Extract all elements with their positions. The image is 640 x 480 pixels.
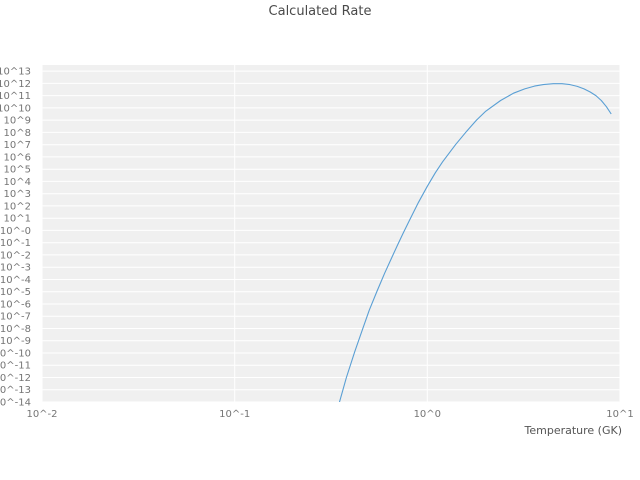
y-tick-label: 10^11 <box>0 91 31 102</box>
y-tick-label: 10^-11 <box>0 361 31 372</box>
x-axis-label: Temperature (GK) <box>524 424 623 437</box>
y-tick-label: 10^2 <box>4 201 31 212</box>
x-tick-label: 10^-2 <box>26 409 57 420</box>
y-tick-label: 10^-6 <box>0 300 31 311</box>
y-tick-label: 10^5 <box>4 165 31 176</box>
y-tick-label: 10^-3 <box>0 263 31 274</box>
y-tick-label: 10^6 <box>4 152 31 163</box>
chart-title: Calculated Rate <box>268 4 372 19</box>
y-tick-label: 10^9 <box>4 116 31 127</box>
y-tick-label: 10^-9 <box>0 336 31 347</box>
y-tick-label: 10^-12 <box>0 373 31 384</box>
y-tick-label: 10^-4 <box>0 275 31 286</box>
x-tick-label: 10^-1 <box>219 409 250 420</box>
y-tick-label: 10^-7 <box>0 312 31 323</box>
rate-curve <box>338 83 612 402</box>
x-tick-label: 10^1 <box>606 409 633 420</box>
y-tick-label: 10^-0 <box>0 226 31 237</box>
y-tick-label: 10^13 <box>0 67 31 78</box>
y-tick-label: 10^-14 <box>0 398 31 409</box>
y-tick-label: 10^8 <box>4 128 31 139</box>
y-tick-label: 10^-8 <box>0 324 31 335</box>
plot-area <box>42 65 620 402</box>
y-tick-label: 10^-13 <box>0 385 31 396</box>
y-tick-label: 10^1 <box>4 214 31 225</box>
y-tick-label: 10^-5 <box>0 287 31 298</box>
y-tick-label: 10^3 <box>4 189 31 200</box>
y-tick-label: 10^-1 <box>0 238 31 249</box>
y-tick-label: 10^-10 <box>0 349 31 360</box>
x-tick-label: 10^0 <box>414 409 441 420</box>
y-tick-label: 10^4 <box>4 177 31 188</box>
y-tick-label: 10^10 <box>0 103 31 114</box>
y-tick-label: 10^12 <box>0 79 31 90</box>
y-tick-label: 10^7 <box>4 140 31 151</box>
y-tick-label: 10^-2 <box>0 250 31 261</box>
